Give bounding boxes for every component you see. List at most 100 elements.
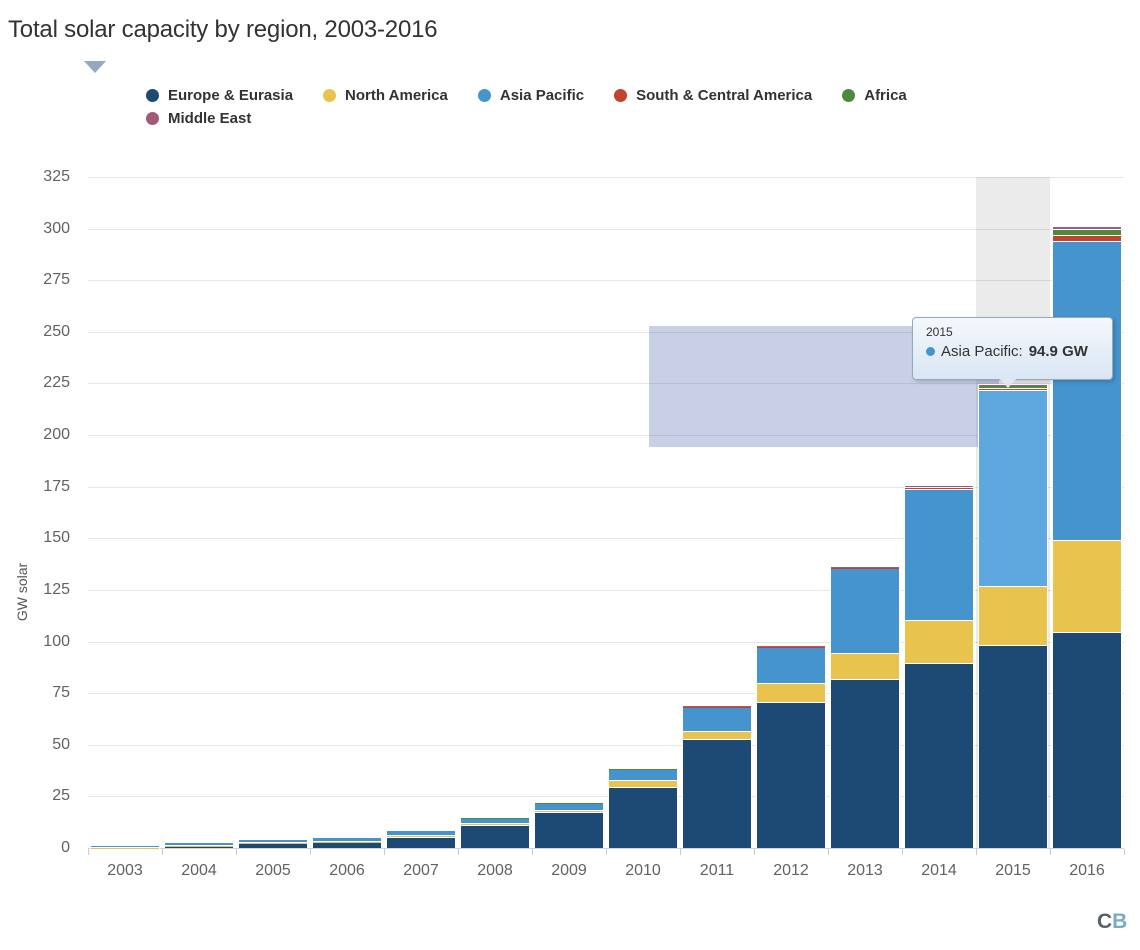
bar-segment[interactable] bbox=[1052, 235, 1122, 242]
bar-segment[interactable] bbox=[534, 810, 604, 813]
x-axis-tick bbox=[458, 849, 459, 855]
bar-segment[interactable] bbox=[1052, 228, 1122, 236]
bar-segment[interactable] bbox=[756, 646, 826, 684]
bar-segment[interactable] bbox=[608, 767, 678, 770]
legend-item-africa[interactable]: Africa bbox=[842, 85, 907, 106]
bar-segment[interactable] bbox=[682, 731, 752, 739]
y-tick-label: 0 bbox=[61, 839, 70, 856]
legend-swatch-icon bbox=[146, 89, 159, 102]
bar-segment[interactable] bbox=[978, 388, 1048, 391]
bar-segment[interactable] bbox=[978, 645, 1048, 848]
bar-segment[interactable] bbox=[460, 825, 530, 848]
tooltip-value: 94.9 GW bbox=[1028, 343, 1088, 360]
y-tick-label: 300 bbox=[43, 219, 70, 237]
x-tick-label: 2005 bbox=[255, 862, 291, 879]
legend-item-middle-east[interactable]: Middle East bbox=[146, 108, 251, 129]
tooltip-arrow-border bbox=[84, 61, 106, 73]
x-tick-label: 2003 bbox=[107, 862, 143, 879]
bar-segment[interactable] bbox=[830, 568, 900, 654]
bar-segment[interactable] bbox=[164, 841, 234, 845]
series-bullet-icon bbox=[926, 347, 935, 356]
y-tick-label: 100 bbox=[43, 632, 70, 650]
bar-segment[interactable] bbox=[904, 663, 974, 848]
bar-segment[interactable] bbox=[534, 801, 604, 804]
bar-segment[interactable] bbox=[1052, 632, 1122, 848]
bar-segment[interactable] bbox=[830, 565, 900, 568]
bar-segment[interactable] bbox=[312, 837, 382, 841]
y-tick-label: 250 bbox=[43, 322, 70, 340]
bar-segment[interactable] bbox=[978, 586, 1048, 646]
y-tick-label: 125 bbox=[43, 580, 70, 598]
bar-segment[interactable] bbox=[386, 837, 456, 848]
x-tick-label: 2016 bbox=[1069, 862, 1105, 879]
tooltip-arrow bbox=[999, 378, 1017, 388]
x-tick-label: 2008 bbox=[477, 862, 513, 879]
bar-segment[interactable] bbox=[978, 390, 1048, 587]
legend-swatch-icon bbox=[323, 89, 337, 102]
bar-segment[interactable] bbox=[830, 653, 900, 680]
x-tick-label: 2012 bbox=[773, 862, 809, 879]
bar-segment[interactable] bbox=[756, 683, 826, 702]
gridline bbox=[88, 177, 1124, 178]
bar-segment[interactable] bbox=[164, 844, 234, 847]
legend-label: South & Central America bbox=[636, 87, 813, 104]
legend-label: Europe & Eurasia bbox=[168, 87, 294, 104]
y-tick-label: 75 bbox=[52, 684, 70, 702]
legend-label: North America bbox=[345, 87, 448, 104]
chart-title: Total solar capacity by region, 2003-201… bbox=[8, 16, 438, 43]
bar-segment[interactable] bbox=[830, 679, 900, 848]
bar-segment[interactable] bbox=[90, 845, 160, 848]
x-tick-label: 2011 bbox=[699, 862, 735, 879]
bar-segment[interactable] bbox=[682, 704, 752, 707]
x-axis-tick bbox=[236, 849, 237, 855]
gridline bbox=[88, 589, 1124, 591]
legend-swatch-icon bbox=[614, 89, 628, 102]
x-axis-tick bbox=[606, 849, 607, 855]
bar-segment[interactable] bbox=[1052, 241, 1122, 540]
legend-label: Middle East bbox=[168, 110, 252, 127]
bar-segment[interactable] bbox=[904, 488, 974, 621]
bar-segment[interactable] bbox=[386, 830, 456, 836]
x-axis-tick bbox=[384, 849, 385, 855]
bar-segment[interactable] bbox=[904, 620, 974, 664]
x-axis-tick bbox=[88, 849, 89, 855]
x-tick-label: 2006 bbox=[329, 862, 365, 879]
y-tick-label: 225 bbox=[43, 374, 70, 392]
bar-segment[interactable] bbox=[756, 645, 826, 648]
bar-segment[interactable] bbox=[1052, 539, 1122, 633]
x-axis-tick bbox=[162, 849, 163, 855]
bar-segment[interactable] bbox=[682, 738, 752, 848]
legend-item-south-central-america[interactable]: South & Central America bbox=[614, 85, 812, 106]
legend: Europe & Eurasia North America Asia Pacifi… bbox=[146, 85, 1008, 129]
bar-segment[interactable] bbox=[534, 812, 604, 848]
x-axis-tick bbox=[310, 849, 311, 855]
bar-segment[interactable] bbox=[1052, 226, 1122, 229]
gridline bbox=[88, 486, 1124, 488]
bar-segment[interactable] bbox=[312, 840, 382, 843]
x-tick-label: 2010 bbox=[625, 862, 661, 879]
bar-segment[interactable] bbox=[756, 701, 826, 848]
bar-segment[interactable] bbox=[312, 842, 382, 848]
x-tick-label: 2009 bbox=[551, 862, 587, 879]
bar-segment[interactable] bbox=[238, 842, 308, 845]
x-tick-label: 2015 bbox=[995, 862, 1031, 879]
bar-segment[interactable] bbox=[386, 835, 456, 838]
bar-segment[interactable] bbox=[460, 817, 530, 820]
gridline bbox=[88, 331, 1124, 333]
bar-segment[interactable] bbox=[608, 787, 678, 848]
legend-item-europe-eurasia[interactable]: Europe & Eurasia bbox=[146, 85, 293, 106]
legend-swatch-icon bbox=[842, 89, 856, 102]
bar-segment[interactable] bbox=[904, 484, 974, 487]
legend-item-asia-pacific[interactable]: Asia Pacific bbox=[477, 85, 584, 106]
bar-segment[interactable] bbox=[904, 487, 974, 490]
bar-segment[interactable] bbox=[238, 838, 308, 843]
x-axis-tick bbox=[754, 849, 755, 855]
gridline bbox=[88, 744, 1124, 746]
legend-swatch-icon bbox=[146, 112, 159, 125]
legend-item-north-america[interactable]: North America bbox=[323, 85, 448, 106]
y-tick-label: 200 bbox=[43, 426, 70, 444]
bar-segment[interactable] bbox=[608, 780, 678, 788]
x-axis-tick bbox=[532, 849, 533, 855]
bar-segment[interactable] bbox=[460, 823, 530, 826]
bar-segment[interactable] bbox=[682, 706, 752, 732]
